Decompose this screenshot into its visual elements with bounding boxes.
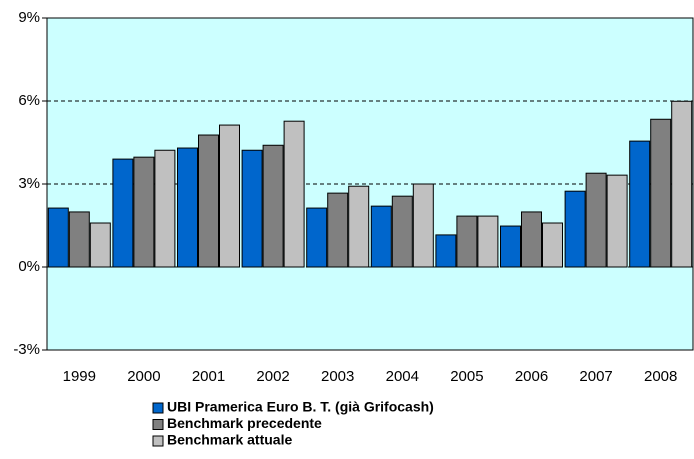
y-tick-label: 9% (18, 9, 40, 26)
bar (542, 222, 563, 268)
bar (650, 118, 672, 268)
bar (198, 134, 219, 268)
bar (47, 207, 69, 268)
bar (348, 185, 370, 268)
y-tick-label: -3% (13, 341, 40, 358)
x-tick-label: 2001 (192, 368, 225, 385)
legend-label: Benchmark attuale (167, 432, 292, 448)
legend-label: UBI Pramerica Euro B. T. (già Grifocash) (167, 399, 434, 415)
x-tick-label: 2000 (127, 368, 160, 385)
legend-swatch (152, 435, 164, 447)
bar (89, 222, 111, 268)
bar (370, 205, 392, 268)
y-tick-label: 6% (18, 92, 40, 109)
bar (68, 211, 90, 268)
bar (391, 195, 413, 268)
legend-label: Benchmark precedente (167, 415, 322, 431)
x-tick-label: 2007 (579, 368, 612, 385)
bar (112, 158, 134, 268)
legend-swatch (152, 419, 164, 430)
bar (177, 147, 198, 268)
bar (500, 225, 521, 268)
bar (585, 172, 607, 268)
x-tick-label: 2008 (644, 368, 677, 385)
bar (133, 156, 155, 268)
bar (435, 234, 457, 268)
x-tick-label: 2002 (256, 368, 289, 385)
bar (521, 211, 542, 268)
bar (327, 192, 349, 268)
bar (154, 149, 176, 268)
bar (606, 174, 628, 268)
bar (283, 120, 305, 268)
x-tick-label: 2005 (450, 368, 483, 385)
bar (477, 215, 499, 268)
legend-swatch (152, 402, 164, 414)
bar (671, 100, 693, 268)
bar (629, 140, 651, 268)
legend: UBI Pramerica Euro B. T. (già Grifocash)… (152, 399, 434, 448)
bar (262, 144, 284, 268)
x-tick-label: 2003 (321, 368, 354, 385)
bar (564, 190, 586, 268)
x-tick-label: 1999 (63, 368, 96, 385)
x-tick-label: 2006 (515, 368, 548, 385)
bar (219, 124, 240, 268)
bar (412, 183, 434, 268)
bar (241, 149, 263, 268)
y-tick-label: 0% (18, 258, 40, 275)
bar (456, 215, 478, 268)
y-tick-label: 3% (18, 175, 40, 192)
bar (306, 207, 328, 268)
x-tick-label: 2004 (386, 368, 419, 385)
